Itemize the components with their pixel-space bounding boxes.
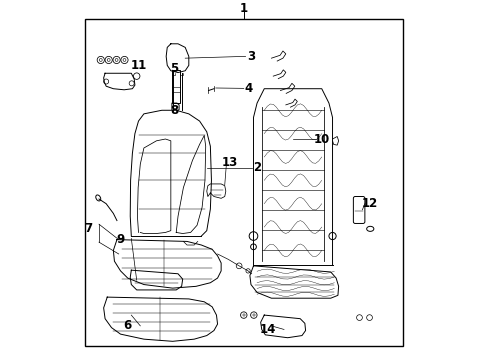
Text: 10: 10 [313,132,329,145]
Text: 11: 11 [130,59,146,72]
Text: 2: 2 [252,161,261,174]
Text: 8: 8 [170,104,178,117]
Text: 13: 13 [222,156,238,169]
Text: 5: 5 [170,62,178,76]
Text: 4: 4 [244,82,252,95]
Text: 1: 1 [239,2,247,15]
Text: 3: 3 [246,50,255,63]
Text: 6: 6 [123,319,132,332]
Text: 14: 14 [259,323,276,336]
Bar [172,70,180,103]
Text: 12: 12 [362,197,378,210]
Text: 7: 7 [84,222,92,235]
Bar [84,19,402,346]
Text: 9: 9 [116,233,124,246]
